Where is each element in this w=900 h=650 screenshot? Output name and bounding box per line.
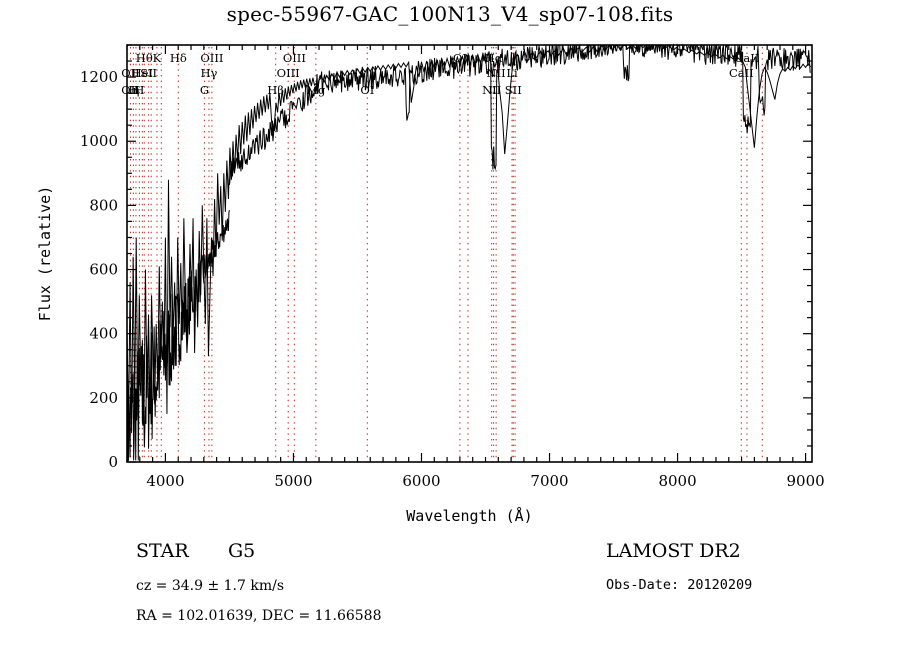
footer-coords: RA = 102.01639, DEC = 11.66588 <box>136 608 381 624</box>
footer-cz: cz = 34.9 ± 1.7 km/s <box>136 578 284 594</box>
spectral-line-label: Hδ <box>170 51 187 65</box>
spectral-line-label: NII <box>487 66 506 80</box>
spectral-line-label: H <box>128 83 138 97</box>
spectral-line-label: CaII <box>729 66 754 80</box>
spectral-line-label: Li <box>506 66 518 80</box>
y-tick-label: 200 <box>89 389 118 407</box>
page-title: spec-55967-GAC_100N13_V4_sp07-108.fits <box>226 2 674 26</box>
spectrum-noise-red <box>228 43 811 186</box>
y-axis-title: Flux (relative) <box>36 186 54 321</box>
y-tick-label: 1000 <box>80 132 118 150</box>
spectral-line-label: OII <box>121 83 140 97</box>
footer-obs-date: Obs-Date: 20120209 <box>606 577 752 593</box>
spectral-line-label: Hα <box>485 51 503 65</box>
footer-spectral-class: G5 <box>228 540 255 562</box>
x-tick-label: 5000 <box>274 472 312 490</box>
spectral-line-label: Hγ <box>200 66 217 80</box>
y-tick-label: 0 <box>108 453 118 471</box>
footer-survey: LAMOST DR2 <box>606 540 741 562</box>
x-tick-label: 6000 <box>402 472 440 490</box>
spectrum-trace <box>126 44 812 434</box>
spectral-line-label: SII <box>140 66 157 80</box>
y-tick-label: 1200 <box>80 68 118 86</box>
spectral-line-label: G <box>200 83 209 97</box>
spectral-line-label: K <box>153 51 162 65</box>
footer-object-type: STAR <box>136 540 189 562</box>
spectral-line-label: OIII <box>277 66 300 80</box>
spectral-line-label: CaII <box>735 51 760 65</box>
spectral-line-label: H <box>134 83 144 97</box>
x-tick-label: 8000 <box>658 472 696 490</box>
spectral-line-label: Mg <box>306 83 326 97</box>
y-tick-label: 600 <box>89 261 118 279</box>
spectral-line-label: OI <box>360 83 374 97</box>
spectral-line-label: Hθ <box>136 51 153 65</box>
spectrum-noise-blue <box>126 210 230 461</box>
spectral-line-label: OII <box>121 66 140 80</box>
spectral-line-label: OIII <box>283 51 306 65</box>
spectral-line-label: OIII <box>200 51 223 65</box>
x-tick-label: 7000 <box>530 472 568 490</box>
spectral-line-label: HeI <box>132 66 153 80</box>
spectral-line-label: SII <box>505 83 522 97</box>
x-tick-label: 4000 <box>146 472 184 490</box>
y-tick-label: 400 <box>89 325 118 343</box>
spectral-line-label: Hβ <box>267 83 284 97</box>
spectral-line-label: OI <box>453 51 467 65</box>
spectral-line-label: η <box>133 83 140 97</box>
x-axis-title: Wavelength (Å) <box>406 506 532 525</box>
y-tick-label: 800 <box>89 196 118 214</box>
plot-frame <box>126 44 813 463</box>
x-tick-label: 9000 <box>787 472 825 490</box>
spectral-line-label: NII <box>482 83 501 97</box>
